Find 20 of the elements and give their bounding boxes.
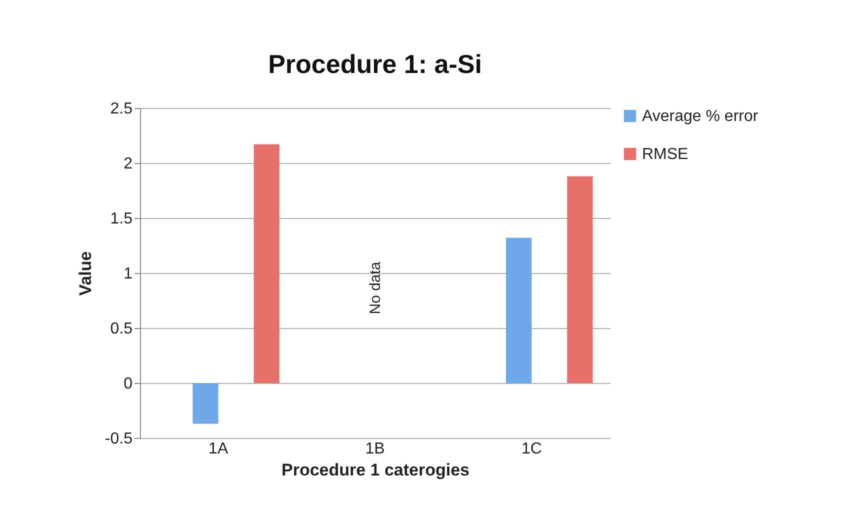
x-tick-label: 1A	[208, 440, 228, 458]
annotation: No data	[367, 261, 384, 314]
y-tick-label: -0.5	[104, 430, 133, 448]
y-tick-label: 1	[124, 266, 133, 282]
y-tick-label: 2	[124, 156, 133, 172]
legend-label: RMSE	[642, 146, 688, 163]
legend-label: Average % error	[642, 108, 759, 125]
y-axis-title: Value	[76, 251, 95, 296]
bar	[192, 383, 218, 424]
y-tick-label: 0	[124, 376, 133, 392]
x-tick-label: 1C	[521, 440, 542, 458]
y-tick-label: 0.5	[110, 320, 133, 338]
x-axis-title: Procedure 1 caterogies	[281, 460, 470, 480]
x-tick-label: 1B	[365, 440, 385, 458]
bar	[506, 238, 532, 383]
bar	[254, 144, 280, 383]
bar	[567, 176, 593, 383]
y-tick-label: 1.5	[110, 210, 133, 228]
y-tick-label: 2.5	[110, 100, 133, 118]
chart-title: Procedure 1: a-Si	[268, 49, 482, 79]
